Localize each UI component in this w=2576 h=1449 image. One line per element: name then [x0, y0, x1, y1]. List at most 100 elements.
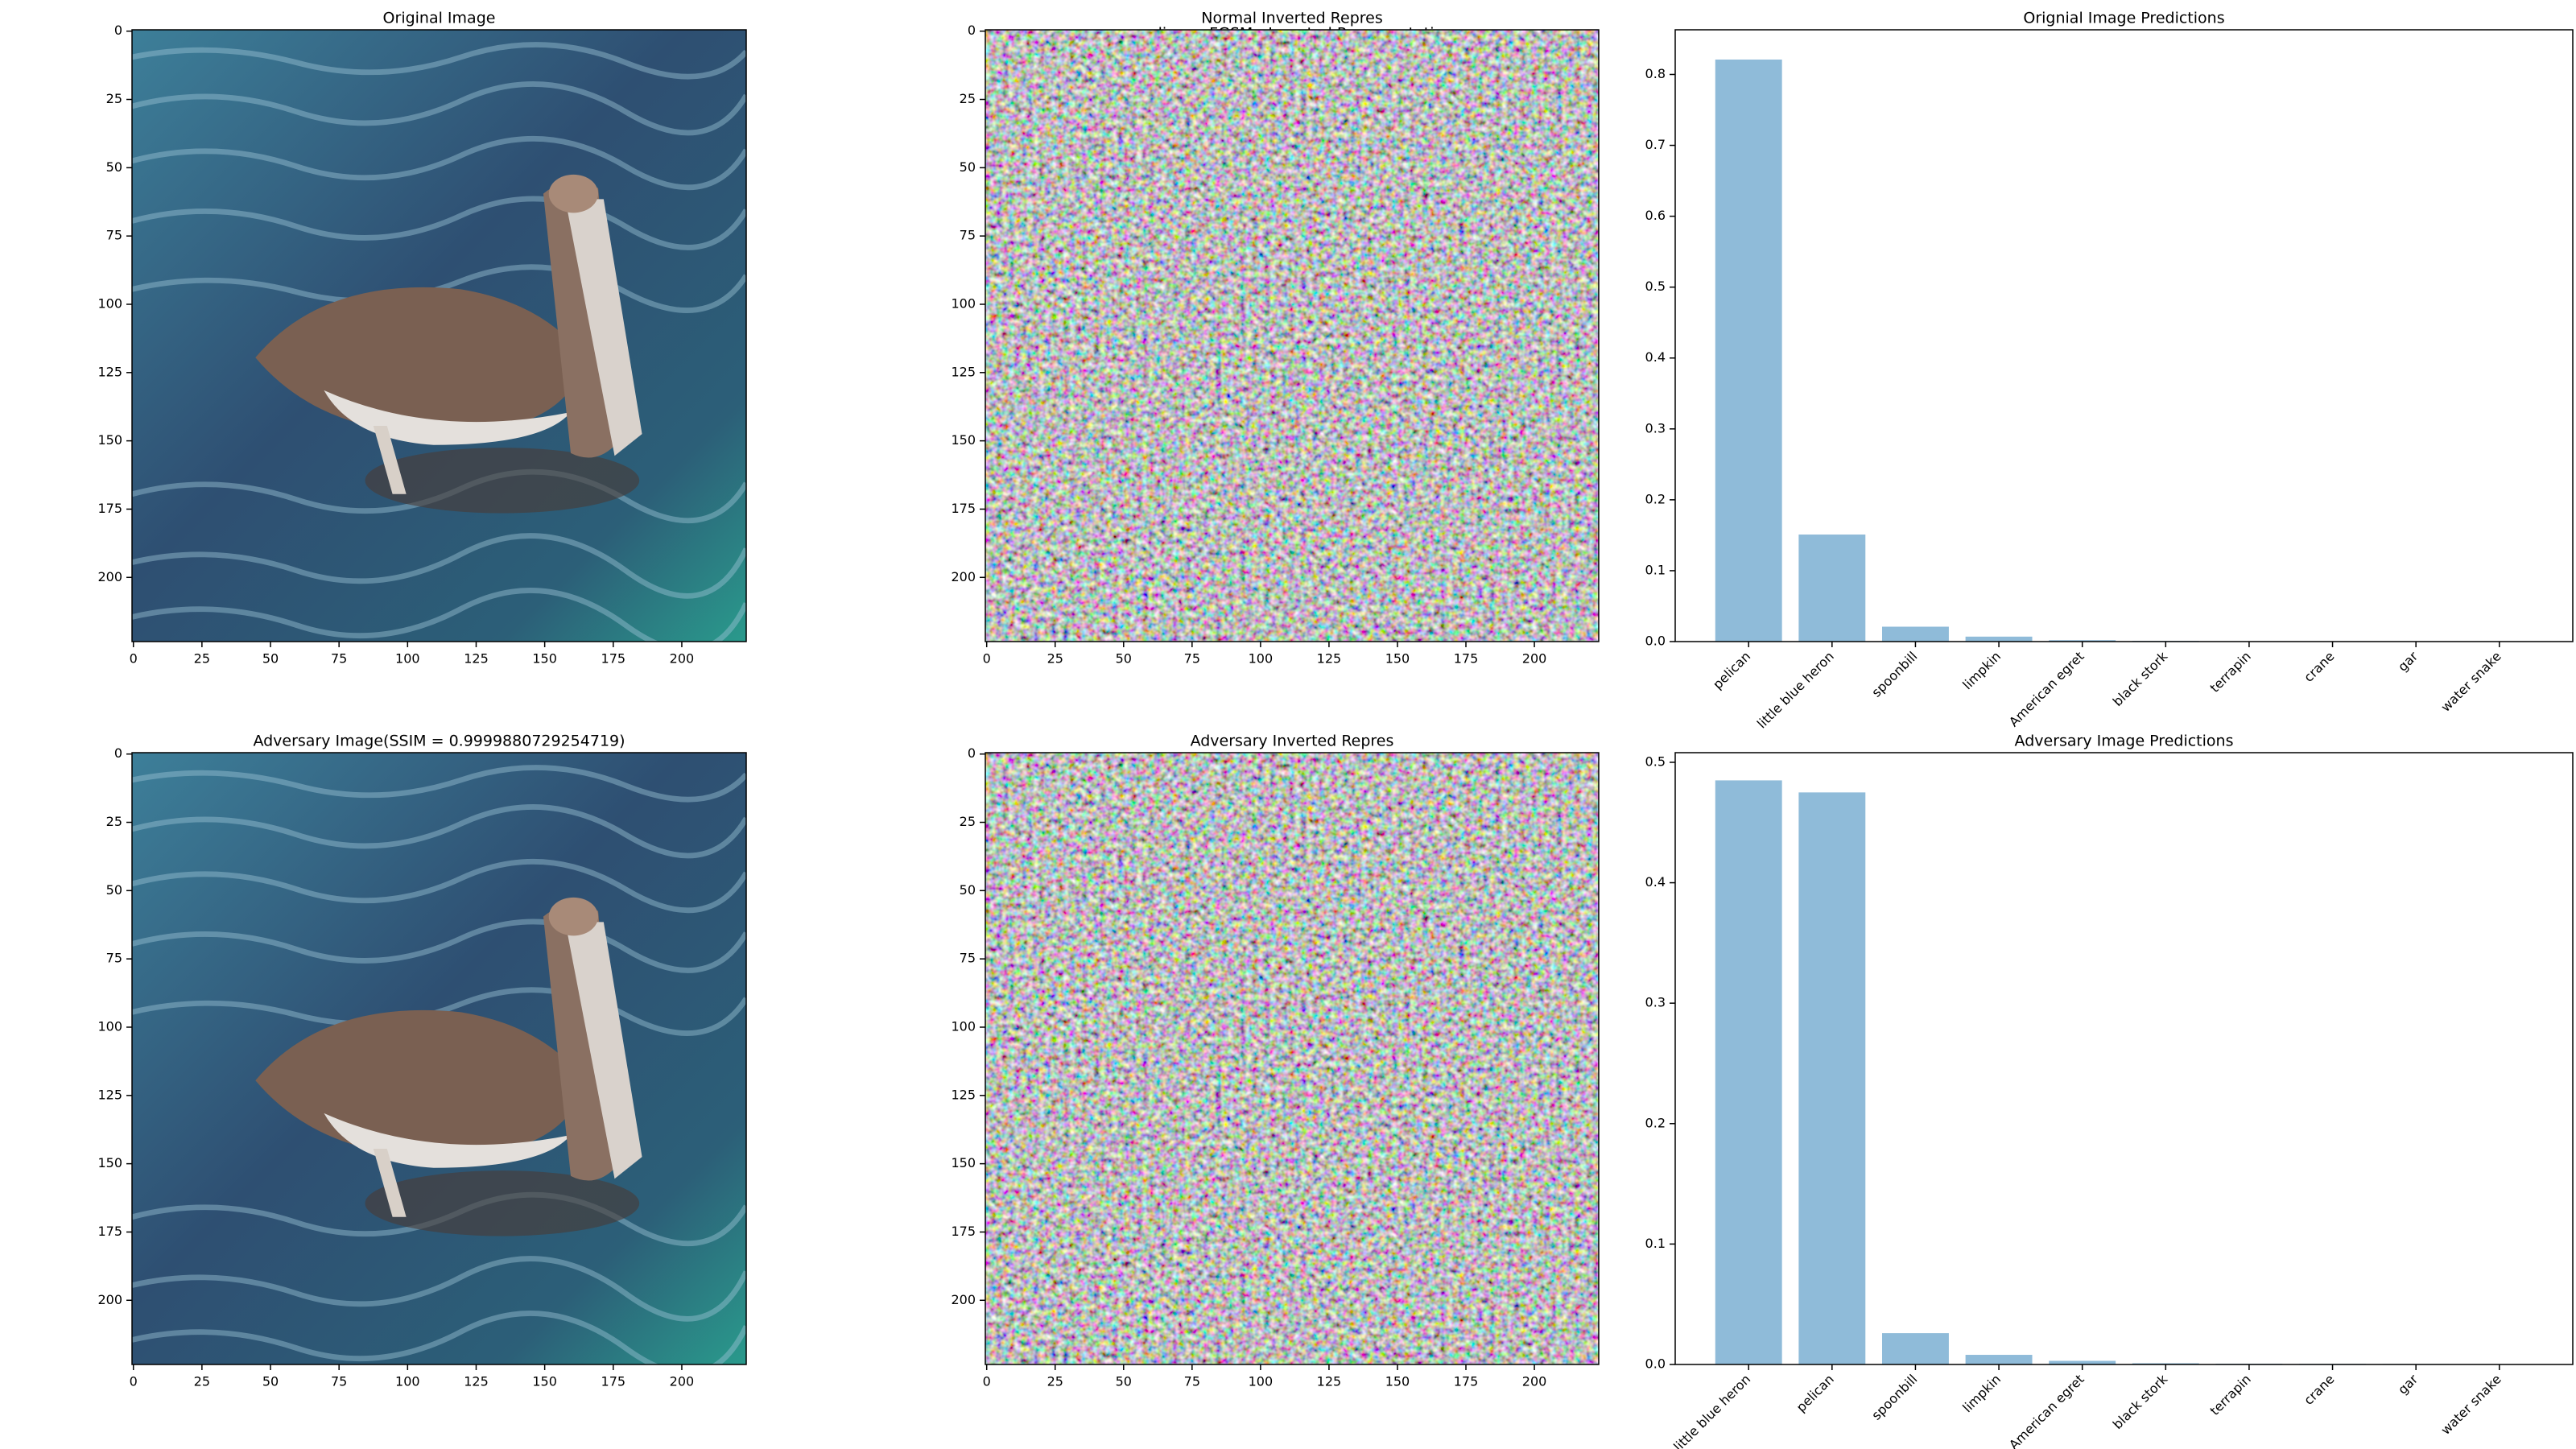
bar — [1798, 792, 1866, 1364]
x-tick-label: 175 — [601, 1374, 626, 1389]
y-tick-label: 75 — [960, 951, 976, 966]
x-tick-label: 150 — [532, 1374, 557, 1389]
y-tick-label: 50 — [106, 159, 122, 175]
x-tick-label: water snake — [2438, 1372, 2504, 1438]
x-tick-label: 150 — [532, 651, 557, 667]
y-tick-label: 50 — [960, 882, 976, 898]
y-tick-label: 0.0 — [1645, 1356, 1666, 1372]
x-tick-label: 0 — [130, 1374, 138, 1389]
x-tick-label: little blue heron — [1670, 1372, 1753, 1449]
bar — [1798, 535, 1866, 642]
y-tick-label: 150 — [951, 432, 976, 448]
image — [985, 30, 1599, 642]
y-tick-label: 150 — [97, 1155, 122, 1170]
y-tick-label: 0.8 — [1645, 66, 1666, 81]
x-tick-label: terrapin — [2207, 649, 2254, 696]
x-tick-label: 0 — [983, 651, 991, 667]
x-tick-label: 150 — [1385, 1374, 1410, 1389]
x-tick-label: crane — [2301, 649, 2337, 685]
axes-frame — [131, 29, 747, 642]
x-tick-label: 200 — [670, 1374, 695, 1389]
x-tick-label: 175 — [1454, 1374, 1479, 1389]
x-tick-label: little blue heron — [1754, 649, 1837, 732]
bar — [1965, 1355, 2033, 1364]
x-tick-label: 100 — [1249, 651, 1274, 667]
x-tick-label: 75 — [331, 651, 347, 667]
y-tick-label: 0.6 — [1645, 208, 1666, 223]
x-tick-label: 200 — [1522, 651, 1547, 667]
y-tick-label: 75 — [106, 951, 122, 966]
y-tick-label: 100 — [97, 295, 122, 311]
x-tick-label: 50 — [1116, 651, 1132, 667]
y-tick-label: 125 — [97, 364, 122, 379]
x-tick-label: pelican — [1710, 649, 1753, 692]
image — [132, 753, 746, 1373]
axes-frame — [131, 752, 747, 1365]
y-tick-label: 75 — [106, 228, 122, 243]
x-tick-label: 50 — [262, 651, 279, 667]
x-tick-label: 125 — [1317, 651, 1342, 667]
x-tick-label: 25 — [1047, 651, 1063, 667]
y-tick-label: 0.3 — [1645, 420, 1666, 436]
axes-frame — [1674, 29, 2574, 642]
y-tick-label: 175 — [97, 1224, 122, 1239]
x-tick-label: limpkin — [1959, 649, 2004, 693]
y-tick-label: 100 — [951, 295, 976, 311]
x-tick-label: pelican — [1794, 1372, 1837, 1415]
x-tick-label: 125 — [464, 1374, 489, 1389]
image — [985, 753, 1599, 1364]
x-tick-label: black stork — [2110, 1371, 2171, 1432]
bar — [1965, 636, 2033, 642]
y-tick-label: 25 — [106, 91, 122, 106]
x-tick-label: American egret — [2006, 1372, 2087, 1449]
x-tick-label: 25 — [194, 1374, 210, 1389]
x-tick-label: terrapin — [2207, 1372, 2254, 1418]
x-tick-label: spoonbill — [1868, 649, 1920, 700]
x-tick-label: 125 — [464, 651, 489, 667]
y-tick-label: 25 — [106, 814, 122, 829]
y-tick-label: 125 — [951, 364, 976, 379]
y-tick-label: 0.5 — [1645, 753, 1666, 769]
axes-frame — [985, 752, 1600, 1365]
y-tick-label: 150 — [97, 432, 122, 448]
y-tick-label: 0.1 — [1645, 562, 1666, 577]
x-tick-label: 200 — [670, 651, 695, 667]
y-tick-label: 0 — [114, 23, 122, 38]
x-tick-label: gar — [2395, 648, 2421, 674]
x-tick-label: American egret — [2006, 649, 2087, 730]
x-tick-label: 125 — [1317, 1374, 1342, 1389]
bar — [1715, 59, 1782, 642]
y-tick-label: 0 — [114, 745, 122, 761]
y-tick-label: 25 — [960, 91, 976, 106]
y-tick-label: 0 — [968, 23, 976, 38]
x-tick-label: 100 — [395, 1374, 420, 1389]
x-tick-label: 75 — [1184, 1374, 1200, 1389]
x-tick-label: 175 — [1454, 651, 1479, 667]
x-tick-label: 0 — [983, 1374, 991, 1389]
bar — [1882, 626, 1949, 642]
x-tick-label: 200 — [1522, 1374, 1547, 1389]
axis-title: Orignial Image Predictions — [2023, 10, 2224, 27]
y-tick-label: 200 — [97, 569, 122, 584]
x-tick-label: 75 — [331, 1374, 347, 1389]
x-tick-label: 0 — [130, 651, 138, 667]
y-tick-label: 100 — [97, 1018, 122, 1034]
axes-frame — [1674, 752, 2574, 1365]
axis-title: Adversary Inverted Repres — [1191, 733, 1394, 750]
y-tick-label: 0.0 — [1645, 634, 1666, 649]
x-tick-label: 100 — [1249, 1374, 1274, 1389]
y-tick-label: 75 — [960, 228, 976, 243]
x-tick-label: 150 — [1385, 651, 1410, 667]
y-tick-label: 25 — [960, 814, 976, 829]
bar — [1882, 1333, 1949, 1364]
y-tick-label: 200 — [97, 1292, 122, 1307]
x-tick-label: 25 — [1047, 1374, 1063, 1389]
bar — [1715, 780, 1782, 1364]
image — [132, 30, 746, 650]
x-tick-label: 25 — [194, 651, 210, 667]
x-tick-label: 75 — [1184, 651, 1200, 667]
x-tick-label: water snake — [2438, 649, 2504, 715]
axes-frame — [985, 29, 1600, 642]
x-tick-label: gar — [2395, 1371, 2421, 1397]
